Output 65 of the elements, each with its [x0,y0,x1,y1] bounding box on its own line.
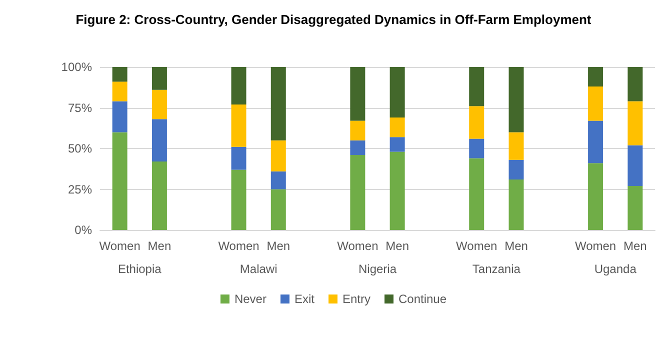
text: Uganda [594,262,637,276]
bar [112,82,128,102]
bar [350,67,366,121]
bar [588,120,604,164]
legend-label: Continue [398,292,447,306]
bar [469,106,484,139]
bar [390,137,405,152]
x-tick-label: Men [148,239,172,253]
y-tick-label: 0% [74,223,92,237]
legend-label: Never [234,292,266,306]
bar [390,118,405,138]
x-tick-label: Men [386,239,409,253]
bar [469,67,484,106]
bar [588,163,604,230]
bar [270,140,286,172]
bar [508,160,524,180]
bar [508,67,524,132]
bar [231,104,246,147]
x-tick-label: Men [266,239,290,253]
bar [628,145,643,186]
bar [112,132,128,230]
text: Nigeria [358,262,397,276]
chart-title: Figure 2: Cross-Country, Gender Disaggregated Dynamics in Off-Farm Employment [76,12,592,27]
bar [152,90,167,120]
bar [270,67,286,140]
bar [112,67,128,82]
bar [231,67,246,104]
x-tick-label: Women [99,239,140,253]
bar [152,119,167,162]
x-tick-label: Men [504,239,528,253]
text: Ethiopia [118,262,162,276]
bar [628,101,643,146]
y-tick-label: 50% [68,142,92,156]
x-tick-label: Women [456,239,498,253]
text: Malawi [240,262,278,276]
x-tick-label: Women [337,239,378,253]
bar [350,120,366,140]
bar [588,67,604,87]
bar [628,67,643,102]
bar [350,155,366,230]
legend-label: Entry [342,292,370,306]
bar [469,158,484,230]
y-tick-label: 25% [68,182,92,196]
text: Tanzania [472,262,521,276]
bar [588,86,604,121]
y-tick-label: 75% [68,100,92,115]
bar [469,138,484,158]
bar [508,132,524,160]
bar [270,171,286,190]
x-tick-label: Women [574,239,616,253]
y-tick-label: 100% [61,60,92,74]
bar [231,170,246,230]
bar [628,186,643,230]
bar [508,179,524,230]
bar [390,67,405,118]
bar [390,152,405,230]
bar [112,101,128,132]
legend-label: Exit [294,292,316,306]
bar [152,67,167,90]
x-tick-label: Women [218,239,260,253]
x-tick-label: Men [624,239,647,253]
bar [231,146,246,170]
bar [270,189,286,230]
bar [350,140,366,156]
bar [152,162,167,230]
